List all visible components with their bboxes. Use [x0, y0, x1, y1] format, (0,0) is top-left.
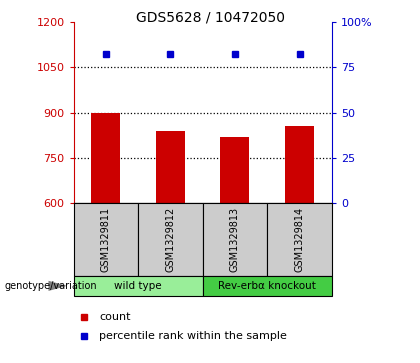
Bar [156, 131, 185, 203]
Bar [285, 126, 314, 203]
Text: genotype/variation: genotype/variation [4, 281, 97, 291]
Bar [91, 113, 120, 203]
Polygon shape [49, 281, 67, 291]
Text: GSM1329812: GSM1329812 [165, 207, 176, 272]
Text: count: count [100, 312, 131, 322]
Text: GSM1329811: GSM1329811 [101, 207, 111, 272]
Bar [267, 203, 332, 276]
Text: GSM1329813: GSM1329813 [230, 207, 240, 272]
Bar [203, 276, 332, 296]
Bar [203, 203, 267, 276]
Text: wild type: wild type [114, 281, 162, 291]
Bar [74, 276, 203, 296]
Text: Rev-erbα knockout: Rev-erbα knockout [218, 281, 316, 291]
Bar [138, 203, 202, 276]
Text: GDS5628 / 10472050: GDS5628 / 10472050 [136, 11, 284, 25]
Text: GSM1329814: GSM1329814 [294, 207, 304, 272]
Bar [74, 203, 138, 276]
Text: percentile rank within the sample: percentile rank within the sample [100, 331, 287, 341]
Bar [220, 137, 249, 203]
